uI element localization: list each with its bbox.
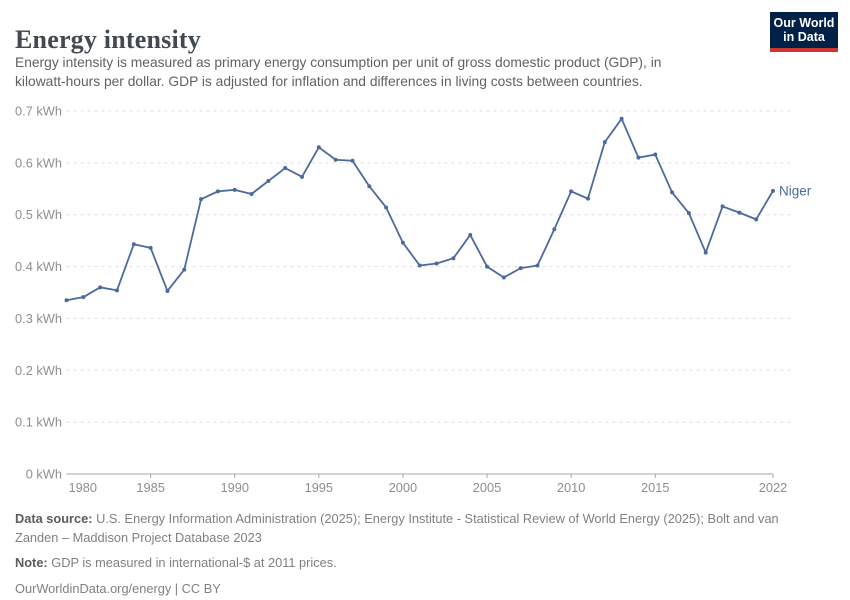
data-point[interactable] (518, 266, 523, 271)
chart-subtitle: Energy intensity is measured as primary … (15, 53, 661, 91)
owid-logo[interactable]: Our World in Data (770, 12, 838, 52)
data-point[interactable] (367, 184, 372, 189)
x-tick-label: 2015 (641, 480, 669, 495)
data-point[interactable] (215, 189, 220, 194)
series-line[interactable] (65, 117, 774, 302)
data-point[interactable] (552, 227, 557, 232)
data-point[interactable] (485, 264, 490, 269)
data-point[interactable] (165, 288, 170, 293)
owid-logo-text: Our World (773, 15, 835, 30)
chart-title: Energy intensity (15, 25, 201, 55)
license-link[interactable]: OurWorldinData.org/energy | CC BY (15, 580, 221, 596)
data-point[interactable] (350, 158, 355, 163)
data-point[interactable] (266, 179, 271, 184)
data-point[interactable] (619, 116, 624, 121)
data-point[interactable] (249, 191, 254, 196)
data-point[interactable] (384, 205, 389, 210)
x-tick-label: 2005 (473, 480, 501, 495)
data-point[interactable] (283, 166, 288, 171)
data-point[interactable] (703, 250, 708, 255)
x-tick-label: 2000 (389, 480, 417, 495)
data-point[interactable] (569, 189, 574, 194)
note-text: GDP is measured in international-$ at 20… (51, 555, 337, 571)
chart-footer: Data source: U.S. Energy Information Adm… (15, 509, 779, 598)
x-tick-label: 1985 (136, 480, 164, 495)
chart-subtitle-line: kilowatt-hours per dollar. GDP is adjust… (15, 74, 643, 90)
data-source-line2: Zanden – Maddison Project Database 2023 (15, 530, 262, 546)
data-source-label: Data source: (15, 511, 93, 526)
y-tick-label: 0.3 kWh (15, 311, 62, 326)
y-tick-label: 0.7 kWh (15, 104, 62, 119)
data-point[interactable] (670, 190, 675, 195)
note-line: Note: GDP is measured in international-$… (15, 553, 779, 572)
data-source-line: Data source: U.S. Energy Information Adm… (15, 509, 779, 528)
y-tick-label: 0.4 kWh (15, 259, 62, 274)
data-point[interactable] (98, 285, 103, 290)
data-point[interactable] (81, 295, 86, 300)
data-point[interactable] (182, 267, 187, 272)
data-point[interactable] (316, 145, 321, 150)
data-point[interactable] (400, 240, 405, 245)
y-tick-label: 0.1 kWh (15, 415, 62, 430)
data-point[interactable] (451, 256, 456, 261)
note-label: Note: (15, 555, 48, 571)
x-tick-label: 1980 (69, 480, 97, 495)
x-tick-label: 2010 (557, 480, 585, 495)
data-point[interactable] (131, 242, 136, 247)
data-point[interactable] (300, 174, 304, 179)
data-point[interactable] (737, 210, 742, 215)
owid-logo-text: in Data (783, 30, 825, 44)
data-point[interactable] (434, 261, 439, 266)
data-point[interactable] (771, 188, 775, 193)
data-point[interactable] (720, 204, 725, 209)
data-point[interactable] (535, 263, 540, 268)
entity-label[interactable]: Niger (779, 183, 812, 198)
data-point[interactable] (686, 211, 691, 216)
data-point[interactable] (333, 157, 338, 162)
data-point[interactable] (653, 152, 658, 157)
data-source-text: U.S. Energy Information Administration (… (96, 511, 779, 526)
data-point[interactable] (417, 263, 422, 268)
x-tick-label: 2022 (759, 480, 787, 495)
y-tick-label: 0.5 kWh (15, 207, 62, 222)
chart-subtitle-line: Energy intensity is measured as primary … (15, 55, 662, 70)
data-point[interactable] (585, 196, 590, 201)
data-point[interactable] (636, 155, 641, 160)
data-point[interactable] (199, 197, 204, 202)
data-point[interactable] (232, 187, 237, 192)
data-point[interactable] (114, 288, 119, 293)
x-tick-label: 1990 (220, 480, 248, 495)
x-tick-label: 1995 (305, 480, 333, 495)
data-point[interactable] (501, 275, 506, 280)
data-point[interactable] (602, 140, 607, 145)
data-point[interactable] (754, 217, 759, 222)
data-point[interactable] (64, 298, 69, 303)
y-tick-label: 0.2 kWh (15, 363, 62, 378)
y-tick-label: 0.6 kWh (15, 155, 62, 170)
y-tick-label: 0 kWh (26, 467, 62, 482)
data-point[interactable] (148, 245, 153, 250)
data-point[interactable] (468, 232, 473, 237)
